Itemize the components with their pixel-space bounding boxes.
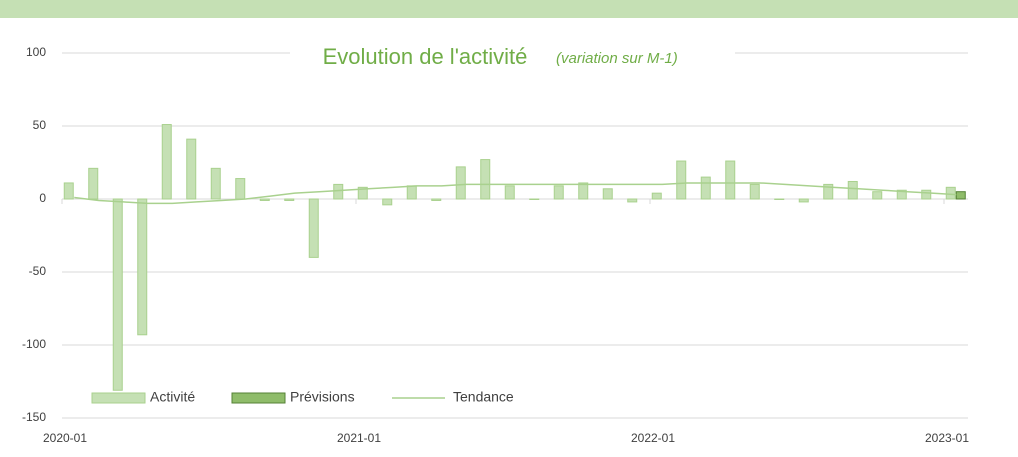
bar: [529, 198, 540, 200]
bar: [186, 138, 197, 200]
bar: [235, 178, 246, 200]
bar: [896, 189, 907, 200]
header-band: [0, 0, 1018, 18]
trend-line: [74, 182, 957, 205]
marks: [63, 124, 966, 391]
x-tick-label: 2022-01: [631, 431, 675, 445]
bar: [602, 188, 613, 200]
bar: [284, 198, 295, 201]
title-backdrop: [290, 40, 735, 74]
bar: [112, 198, 123, 391]
legend-label: Tendance: [453, 389, 514, 405]
legend-swatch: [231, 392, 286, 404]
legend: Activité Prévisions Tendance: [91, 389, 514, 405]
bar: [774, 198, 785, 200]
y-tick-label: 0: [39, 191, 46, 205]
bar: [725, 160, 736, 200]
bar: [308, 198, 319, 258]
bar: [700, 176, 711, 200]
bar: [137, 198, 148, 336]
legend-label: Activité: [150, 389, 195, 405]
bar: [798, 198, 809, 203]
bar: [945, 186, 956, 200]
chart-title: Evolution de l'activité: [323, 44, 528, 69]
y-tick-label: -50: [29, 264, 47, 278]
x-tick-label: 2023-01: [925, 431, 969, 445]
x-tick-label: 2021-01: [337, 431, 381, 445]
bar: [651, 192, 662, 200]
bar: [749, 183, 760, 200]
bar: [455, 166, 466, 200]
bar: [406, 185, 417, 200]
bar: [333, 183, 344, 200]
bar: [480, 159, 491, 200]
bar: [847, 180, 858, 200]
bar: [627, 198, 638, 203]
y-tick-label: 100: [26, 45, 46, 59]
bar: [921, 189, 932, 200]
y-tick-label: -100: [22, 337, 46, 351]
bar: [88, 167, 99, 200]
bar: [382, 198, 393, 206]
chart-subtitle: (variation sur M-1): [556, 50, 678, 67]
bar: [578, 182, 589, 200]
bar: [504, 185, 515, 200]
bar: [676, 160, 687, 200]
bar: [259, 198, 270, 201]
bar: [357, 186, 368, 200]
y-tick-label: -150: [22, 410, 46, 424]
grid: -150 -100 -50 0 50 100 2020-01 2021-01 2022-01 20…: [22, 45, 969, 445]
bar: [431, 198, 442, 201]
bar: [161, 124, 172, 200]
bar: [210, 167, 221, 200]
x-tick-label: 2020-01: [43, 431, 87, 445]
bar: [553, 185, 564, 200]
bar: [63, 182, 74, 200]
bar: [872, 191, 883, 200]
y-tick-label: 50: [33, 118, 47, 132]
bar: [955, 191, 966, 200]
legend-swatch: [91, 392, 146, 404]
bar: [823, 183, 834, 200]
legend-label: Prévisions: [290, 389, 355, 405]
